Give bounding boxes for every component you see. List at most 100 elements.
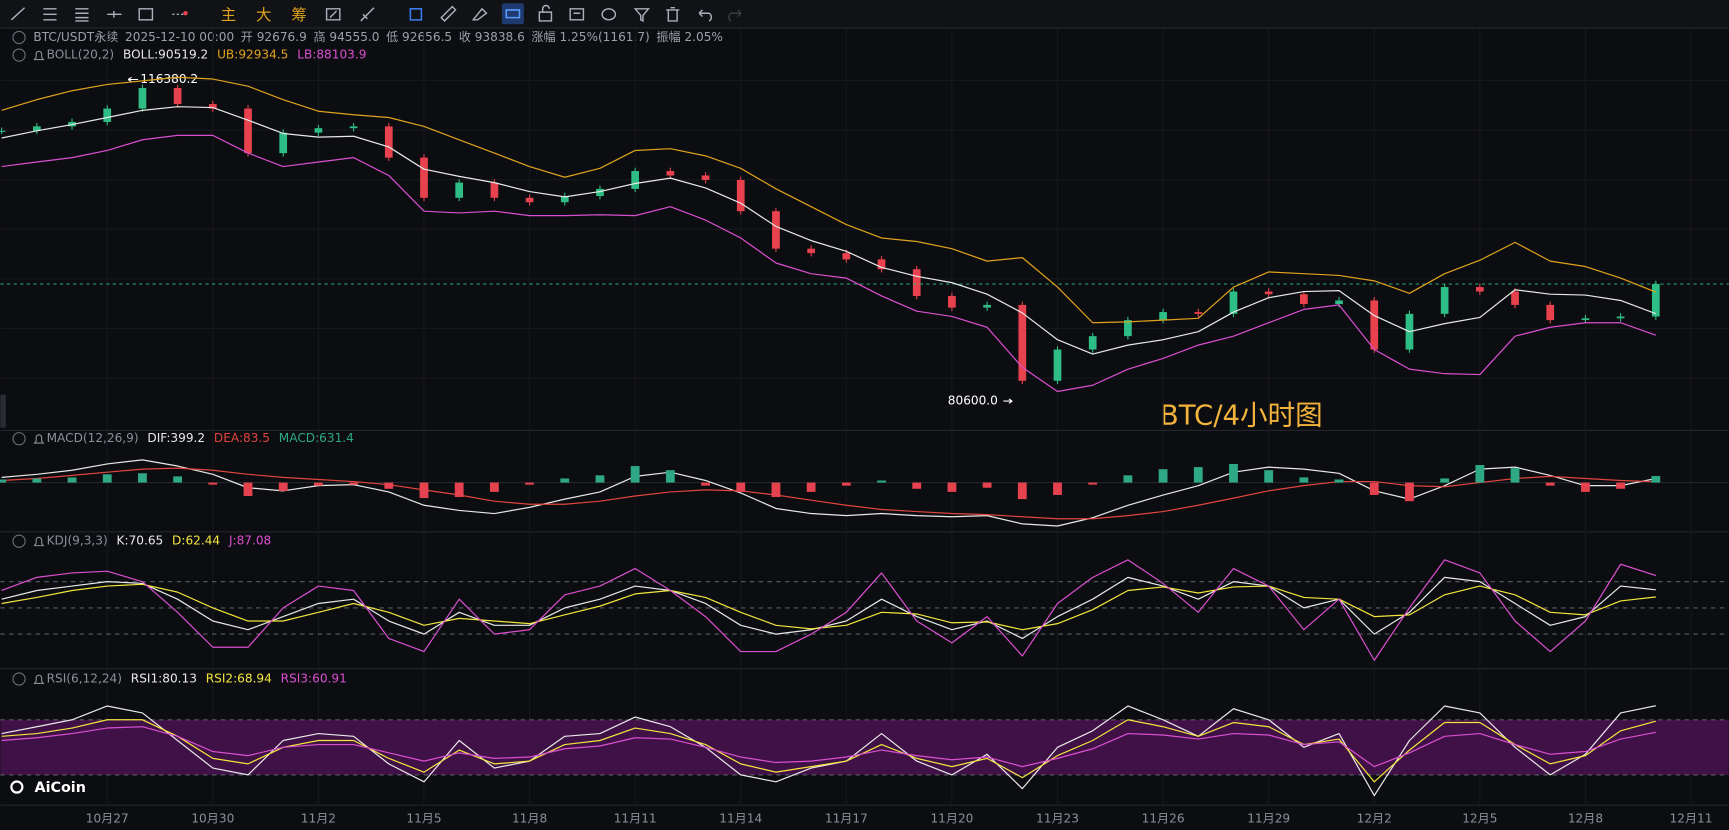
x-tick-label: 12月5	[1462, 811, 1497, 825]
indicator-tool[interactable]	[325, 8, 341, 21]
candle	[525, 197, 534, 203]
collapse-toggle[interactable]	[12, 30, 26, 45]
info-text: 涨幅 1.25%(1161.7)	[531, 29, 649, 44]
indicator-line	[1, 106, 1657, 355]
visibility-tool[interactable]	[601, 8, 617, 21]
delete-tool[interactable]	[666, 6, 680, 22]
info-text: RSI(6,12,24)	[47, 671, 122, 685]
candle	[1194, 312, 1203, 314]
candle	[32, 126, 41, 131]
candle	[842, 253, 851, 260]
hline-tool[interactable]	[107, 11, 122, 18]
parallel-tool[interactable]	[43, 8, 57, 21]
macd-bar	[736, 482, 746, 492]
candle	[560, 196, 569, 203]
brush-tool[interactable]	[360, 7, 375, 22]
filter-tool[interactable]	[633, 8, 650, 23]
macd-bar	[982, 482, 992, 488]
toolbar-button[interactable]: 筹	[291, 6, 306, 24]
candle	[736, 179, 745, 212]
macd-bar	[1581, 482, 1590, 492]
candle	[1616, 316, 1625, 319]
eraser-tool[interactable]	[471, 7, 488, 21]
candle	[103, 108, 112, 122]
template-tool[interactable]	[569, 8, 585, 21]
macd-bar	[1405, 482, 1414, 502]
trend-line-tool[interactable]	[10, 7, 26, 21]
redo-button[interactable]	[728, 9, 742, 22]
candle	[208, 104, 217, 109]
indicator-line	[1, 76, 1657, 324]
macd-bar	[1334, 479, 1344, 483]
logo-icon	[10, 780, 24, 794]
macd-bar	[595, 475, 605, 483]
rect-tool[interactable]	[138, 8, 154, 21]
fib-tool[interactable]	[75, 8, 89, 22]
candle	[948, 295, 956, 308]
macd-bar	[1123, 475, 1133, 483]
collapse-toggle[interactable]	[12, 432, 26, 446]
x-tick-label: 11月26	[1142, 811, 1185, 825]
toolbar-icons	[10, 3, 742, 25]
candle	[349, 126, 358, 129]
side-handle[interactable]	[0, 394, 6, 428]
annotation-arrow	[1003, 398, 1013, 404]
info-text: MACD:631.4	[279, 431, 354, 445]
indicator-line	[1, 576, 1656, 640]
toolbar	[0, 0, 1729, 28]
ruler-tool[interactable]	[440, 5, 457, 22]
toolbar-button[interactable]: 大	[256, 6, 271, 24]
alert-bell[interactable]	[33, 536, 45, 547]
watermark-text: AiCoin	[35, 780, 86, 796]
info-text: BOLL:90519.2	[123, 48, 208, 62]
indicator-line	[1, 459, 1656, 527]
info-text: 高 94555.0	[313, 29, 379, 44]
candle	[631, 171, 640, 189]
macd-bar	[489, 482, 499, 492]
lock-tool[interactable]	[538, 4, 553, 22]
indicator-line	[1, 726, 1656, 768]
macd-bar	[67, 477, 77, 483]
candle	[877, 259, 886, 270]
alert-bell[interactable]	[33, 434, 45, 444]
macd-bar	[1440, 478, 1450, 483]
toolbar-button[interactable]: 主	[221, 6, 236, 24]
candle	[455, 182, 464, 198]
candle	[1440, 287, 1449, 314]
macd-bar	[1475, 465, 1485, 483]
macd-bar	[454, 482, 464, 498]
pattern-tool[interactable]	[505, 9, 521, 19]
macd-bar	[665, 470, 675, 483]
candle	[279, 132, 288, 154]
info-text: RSI1:80.13	[131, 671, 197, 685]
x-tick-label: 10月30	[191, 811, 234, 825]
candle	[1651, 284, 1660, 317]
alert-bell[interactable]	[33, 674, 45, 684]
x-tick-label: 10月27	[86, 811, 129, 825]
candle	[1018, 304, 1027, 381]
undo-button[interactable]	[698, 9, 713, 22]
macd-bar	[912, 482, 922, 489]
macd-bar	[877, 480, 886, 483]
macd-bar	[1510, 468, 1520, 483]
info-text: D:62.44	[172, 534, 220, 548]
macd-bar	[947, 482, 957, 492]
x-tick-label: 12月11	[1670, 811, 1713, 825]
alert-bell[interactable]	[33, 50, 45, 61]
info-text: 2025-12-10 00:00	[125, 30, 234, 44]
collapse-toggle[interactable]	[12, 672, 26, 686]
macd-bar	[1616, 482, 1626, 489]
macd-bar	[1299, 477, 1309, 483]
collapse-toggle[interactable]	[12, 48, 26, 62]
macd-bar	[138, 473, 147, 483]
macd-bar	[771, 482, 781, 498]
x-tick-label: 11月11	[614, 811, 657, 825]
x-tick-label: 11月17	[825, 811, 868, 825]
collapse-toggle[interactable]	[12, 534, 26, 548]
select-tool[interactable]	[409, 8, 423, 21]
macd-bar	[630, 466, 640, 483]
candle	[1159, 312, 1167, 321]
x-tick-label: 11月23	[1036, 811, 1079, 825]
macd-bar	[243, 482, 253, 497]
candle	[490, 182, 499, 198]
